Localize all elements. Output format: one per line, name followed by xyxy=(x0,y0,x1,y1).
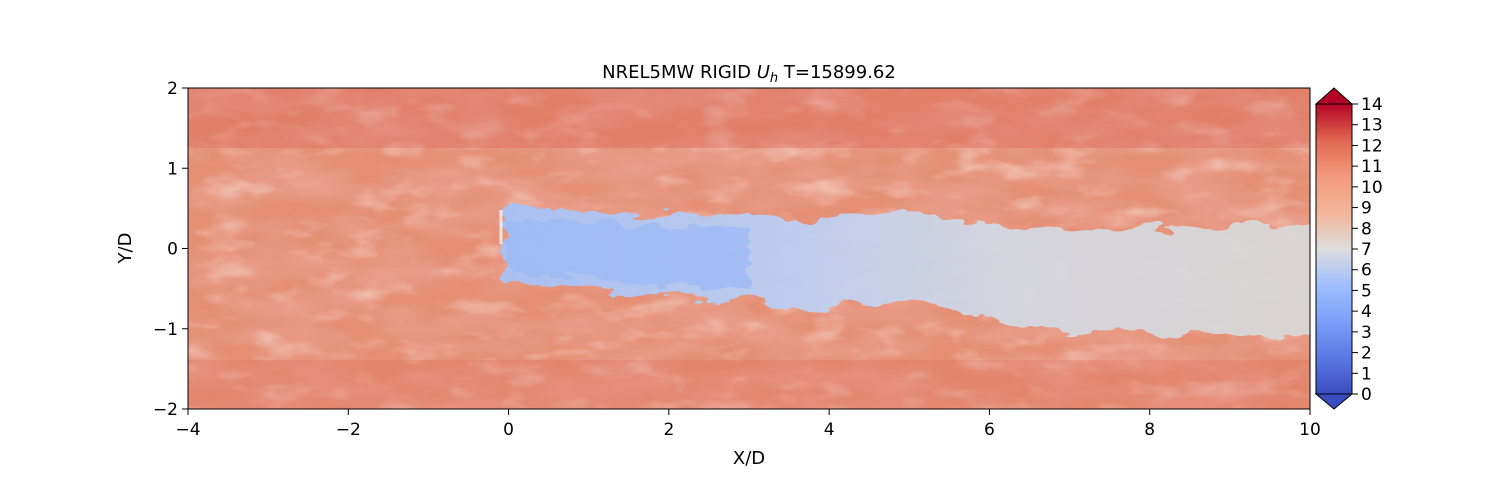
colorbar-tick-label: 10 xyxy=(1361,178,1383,198)
colorbar-tick-label: 2 xyxy=(1361,344,1372,364)
colorbar-tick-label: 1 xyxy=(1361,364,1372,384)
y-tick-label: −1 xyxy=(153,320,178,340)
velocity-field xyxy=(188,88,1310,409)
colorbar-extend-top xyxy=(1314,87,1354,105)
lower-fast-band xyxy=(188,360,1310,409)
title-prefix: NREL5MW RIGID xyxy=(602,62,757,83)
x-tick-label: −2 xyxy=(336,420,361,440)
y-axis: −2 −1 0 1 2 xyxy=(153,79,188,420)
colorbar-tick-label: 8 xyxy=(1361,219,1372,239)
title-subscript: h xyxy=(770,71,778,86)
colorbar-tick-label: 12 xyxy=(1361,136,1383,156)
chart-title: NREL5MW RIGID Uh T=15899.62 xyxy=(602,62,896,86)
colorbar-tick-label: 13 xyxy=(1361,116,1383,136)
x-tick-label: 2 xyxy=(663,420,674,440)
x-tick-label: 4 xyxy=(824,420,835,440)
x-tick-label: 10 xyxy=(1299,420,1321,440)
x-tick-label: 8 xyxy=(1144,420,1155,440)
colorbar-tick-label: 0 xyxy=(1361,385,1372,405)
colorbar-tick-label: 14 xyxy=(1361,95,1383,115)
colorbar-extend-bottom xyxy=(1314,393,1354,410)
colorbar-tick-label: 11 xyxy=(1361,157,1383,177)
y-tick-label: 2 xyxy=(167,79,178,99)
y-tick-label: −2 xyxy=(153,400,178,420)
wake-region xyxy=(504,208,1310,337)
y-tick-label: 1 xyxy=(167,159,178,179)
near-wake-core xyxy=(508,208,749,289)
colorbar-tick-label: 3 xyxy=(1361,323,1372,343)
x-axis-label: X/D xyxy=(733,448,765,469)
y-tick-label: 0 xyxy=(167,240,178,260)
colorbar-tick-label: 4 xyxy=(1361,302,1372,322)
y-axis-label: Y/D xyxy=(115,233,136,265)
upper-fast-band xyxy=(188,88,1310,148)
colorbar-tick-label: 7 xyxy=(1361,240,1372,260)
colorbar-tick-label: 9 xyxy=(1361,199,1372,219)
title-symbol: U xyxy=(757,62,770,83)
title-suffix: T=15899.62 xyxy=(778,62,896,83)
colorbar-body xyxy=(1315,103,1353,395)
colorbar-tick-label: 6 xyxy=(1361,261,1372,281)
x-tick-label: 0 xyxy=(503,420,514,440)
x-tick-label: 6 xyxy=(984,420,995,440)
x-tick-label: −4 xyxy=(175,420,200,440)
colorbar-tick-label: 5 xyxy=(1361,281,1372,301)
x-axis: −4 −2 0 2 4 6 8 10 xyxy=(175,409,1321,440)
